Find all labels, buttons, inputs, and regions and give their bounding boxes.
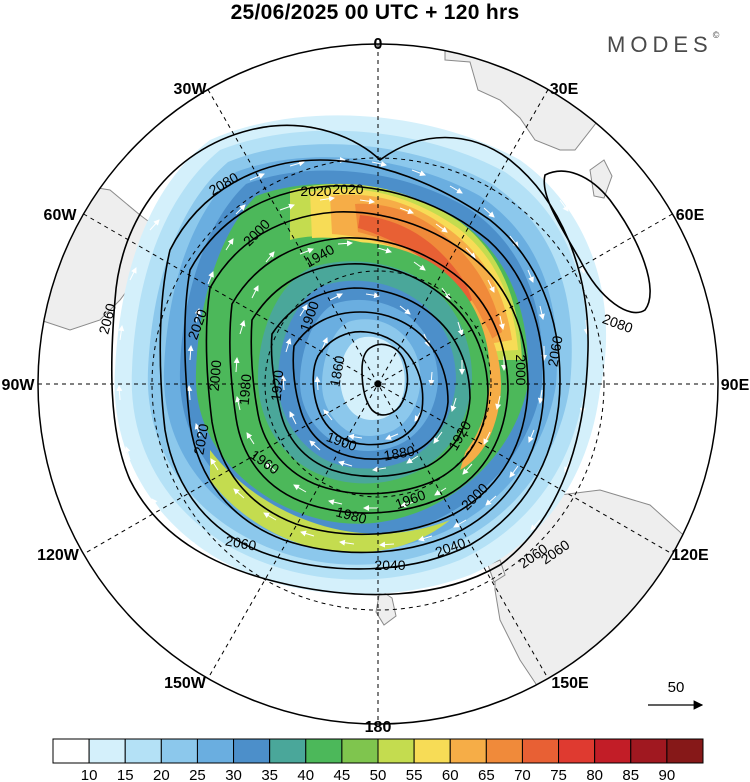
colorbar-swatch xyxy=(521,738,560,764)
lon-label-150e: 150E xyxy=(551,675,589,692)
lon-label-30e: 30E xyxy=(550,81,579,98)
longitude-labels: 0 30E 60E 90E 120E 150E 180 150W 120W 90… xyxy=(2,36,750,736)
colorbar-swatch xyxy=(124,738,162,764)
contour-label: 2000 xyxy=(206,359,225,392)
wind-speed-shading xyxy=(114,115,607,595)
contour-label: 2020 xyxy=(190,422,211,456)
lon-label-180: 180 xyxy=(365,719,392,736)
colorbar-swatch xyxy=(558,738,596,764)
colorbar-swatch xyxy=(269,738,307,764)
contour-label: 2000 xyxy=(513,354,529,385)
colorbar-tick-label: 55 xyxy=(406,767,423,782)
contour-label: 1860 xyxy=(326,354,347,388)
contour-label: 2020 xyxy=(300,183,331,199)
brand-text: MODES xyxy=(607,32,713,57)
contour-label: 1980 xyxy=(334,503,368,527)
new-zealand-land xyxy=(375,589,397,626)
colorbar-tick-label: 15 xyxy=(117,767,134,782)
colorbar: 10 15 20 25 30 35 40 45 50 55 60 65 70 75 80 85 90 xyxy=(52,738,704,782)
colorbar-swatch xyxy=(630,738,668,764)
colorbar-swatch xyxy=(485,738,523,764)
brand-copyright-mark: © xyxy=(712,30,720,40)
colorbar-swatch xyxy=(305,738,343,764)
colorbar-tick-label: 80 xyxy=(586,767,603,782)
africa-land xyxy=(444,44,718,151)
contour-label: 2060 xyxy=(544,334,565,368)
south-pole-marker xyxy=(374,380,382,388)
colorbar-swatch xyxy=(377,738,415,764)
colorbar-tick-label: 20 xyxy=(153,767,170,782)
colorbar-tick-label: 50 xyxy=(370,767,387,782)
colorbar-swatch xyxy=(413,738,451,764)
colorbar-tick-label: 85 xyxy=(622,767,639,782)
lon-label-30w: 30W xyxy=(174,81,208,98)
lon-label-0: 0 xyxy=(374,36,383,53)
colorbar-swatch xyxy=(341,738,379,764)
colorbar-tick-label: 75 xyxy=(550,767,567,782)
lon-label-150w: 150W xyxy=(164,675,207,692)
lon-label-60e: 60E xyxy=(676,207,705,224)
colorbar-tick-label: 35 xyxy=(261,767,278,782)
lon-label-60w: 60W xyxy=(44,207,78,224)
map-boundary xyxy=(37,43,719,725)
lon-label-120w: 120W xyxy=(37,547,80,564)
colorbar-swatch xyxy=(88,738,126,764)
colorbar-tick-label: 45 xyxy=(334,767,351,782)
contour-label: 2060 xyxy=(224,532,258,553)
colorbar-swatch xyxy=(160,738,198,764)
colorbar-tick-label: 30 xyxy=(225,767,242,782)
contour-label: 1880 xyxy=(382,442,416,463)
colorbar-tick-label: 10 xyxy=(81,767,98,782)
colorbar-swatch xyxy=(666,738,704,764)
colorbar-tick-label: 60 xyxy=(442,767,459,782)
contour-label: 2060 xyxy=(95,301,119,335)
brand-logo: MODES© xyxy=(607,30,720,58)
geopotential-contours xyxy=(110,124,651,596)
lon-label-90e: 90E xyxy=(721,377,750,394)
tasmania-land xyxy=(487,559,506,583)
reference-vector-label: 50 xyxy=(668,679,685,696)
contour-label: 2040 xyxy=(374,557,405,573)
lon-label-120e: 120E xyxy=(671,547,709,564)
contour-label: 1920 xyxy=(268,369,287,402)
colorbar-swatch xyxy=(449,738,487,764)
contour-label: 2020 xyxy=(332,181,363,197)
colorbar-tick-label: 65 xyxy=(478,767,495,782)
colorbar-tick-label: 70 xyxy=(514,767,531,782)
contour-label: 1980 xyxy=(236,373,255,406)
reference-vector: 50 xyxy=(648,679,704,710)
colorbar-swatch xyxy=(196,738,235,764)
madagascar-land xyxy=(589,159,613,199)
map-title: 25/06/2025 00 UTC + 120 hrs xyxy=(230,1,520,24)
lon-label-90w: 90W xyxy=(2,377,36,394)
colorbar-tick-label: 25 xyxy=(189,767,206,782)
colorbar-tick-label: 40 xyxy=(297,767,314,782)
colorbar-tick-label: 90 xyxy=(659,767,676,782)
colorbar-swatch xyxy=(594,738,632,764)
colorbar-swatch xyxy=(52,738,90,764)
colorbar-swatch xyxy=(233,738,271,764)
